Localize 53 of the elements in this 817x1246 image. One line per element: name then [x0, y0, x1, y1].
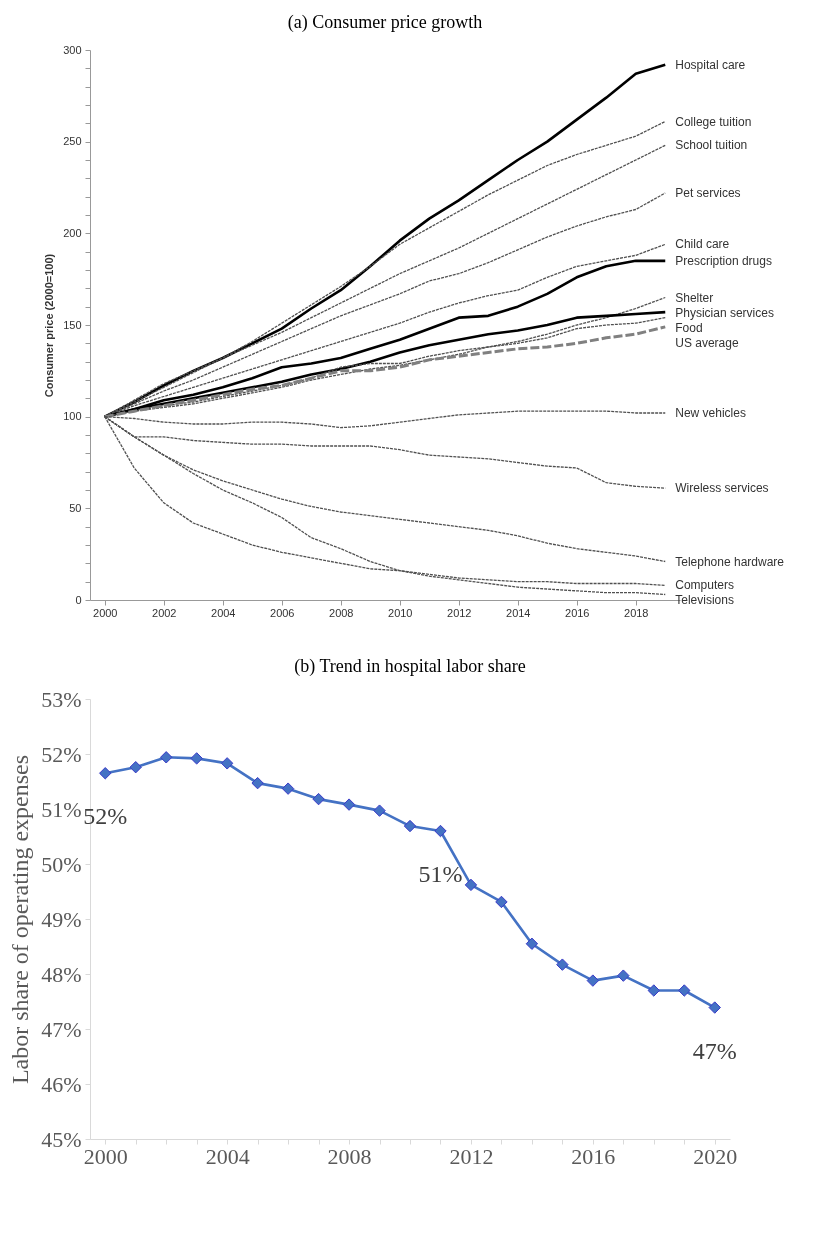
x-tick-label: 2012 — [449, 1143, 494, 1169]
x-tick-label: 2004 — [211, 606, 236, 619]
series-label: Shelter — [675, 290, 714, 305]
series-label: New vehicles — [675, 406, 746, 420]
y-tick-label: 300 — [63, 43, 82, 56]
y-tick-label: 50% — [41, 851, 82, 877]
x-tick-label: 2000 — [93, 606, 118, 619]
x-tick-label: 2012 — [447, 606, 472, 619]
y-tick-label: 50 — [69, 501, 82, 514]
x-tick-label: 2016 — [565, 606, 590, 619]
y-tick-label: 48% — [41, 961, 82, 987]
x-tick-label: 2010 — [388, 606, 413, 619]
chart-title: (a) Consumer price growth — [287, 12, 483, 33]
series-label: Wireless services — [675, 481, 769, 496]
series-label: College tuition — [675, 114, 752, 129]
x-tick-label: 2002 — [152, 606, 177, 619]
x-tick-label: 2014 — [506, 606, 531, 619]
annotation: 51% — [418, 861, 463, 887]
x-tick-label: 2008 — [329, 606, 354, 619]
x-tick-label: 2004 — [205, 1143, 250, 1169]
series-label: Food — [675, 320, 703, 335]
y-axis-title: Labor share of operating expenses — [7, 754, 34, 1085]
y-axis-title: Consumer price (2000=100) — [43, 253, 56, 398]
series-label: Pet services — [675, 186, 741, 200]
series-label: Hospital care — [675, 57, 746, 72]
x-tick-label: 2006 — [270, 606, 295, 619]
x-tick-label: 2018 — [624, 606, 649, 619]
y-tick-label: 100 — [63, 410, 82, 423]
y-tick-label: 150 — [63, 318, 82, 331]
x-tick-label: 2008 — [327, 1143, 372, 1169]
chart-title: (b) Trend in hospital labor share — [294, 656, 526, 677]
series-label: Prescription drugs — [675, 253, 772, 268]
x-tick-label: 2020 — [693, 1143, 738, 1169]
y-tick-label: 200 — [63, 226, 82, 239]
y-tick-label: 0 — [75, 593, 82, 606]
y-tick-label: 53% — [41, 686, 82, 712]
annotation: 47% — [692, 1037, 737, 1064]
y-tick-label: 47% — [41, 1016, 82, 1042]
y-tick-label: 250 — [63, 135, 82, 148]
series-label: Televisions — [675, 593, 734, 608]
y-tick-label: 45% — [41, 1126, 82, 1152]
x-tick-label: 2016 — [571, 1143, 616, 1169]
series-label: Physician services — [675, 305, 774, 320]
series-label: Telephone hardware — [675, 554, 785, 569]
y-tick-label: 51% — [41, 796, 82, 822]
y-tick-label: 52% — [41, 741, 82, 767]
series-label: School tuition — [675, 138, 748, 153]
series-label: Computers — [675, 578, 734, 593]
x-tick-label: 2000 — [83, 1143, 128, 1169]
series-label: US average — [675, 335, 739, 350]
y-tick-label: 46% — [41, 1071, 82, 1097]
series-label: Child care — [675, 237, 730, 252]
y-tick-label: 49% — [41, 906, 82, 932]
